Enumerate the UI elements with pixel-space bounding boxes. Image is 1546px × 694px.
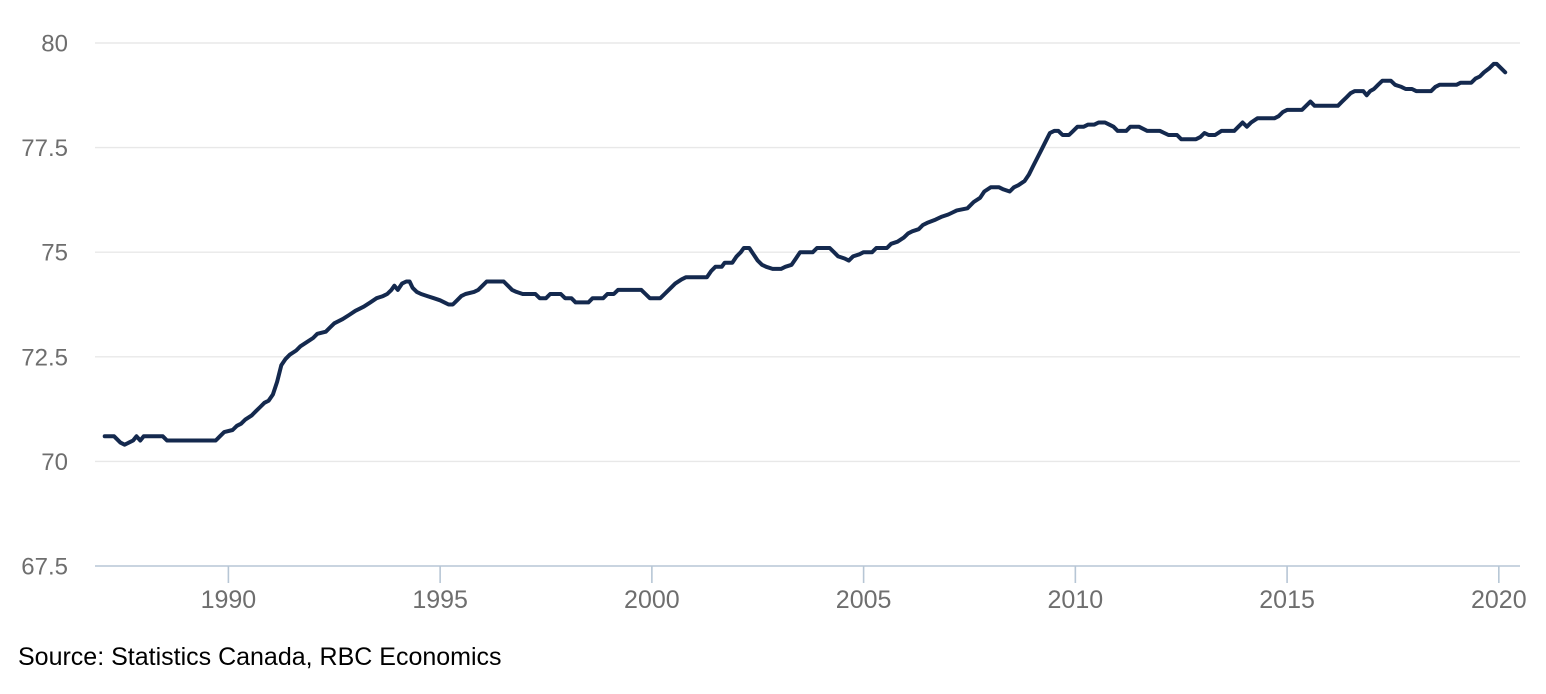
y-axis-label: 75 xyxy=(41,240,68,267)
x-axis xyxy=(95,565,1520,583)
chart-area: 67.5 70 72.5 75 77.5 80 1990 1995 2000 2005 2010 2… xyxy=(21,31,1527,615)
line-chart: 67.5 70 72.5 75 77.5 80 1990 1995 2000 2005 2010 2… xyxy=(21,31,1527,615)
x-axis-label: 2000 xyxy=(624,586,680,614)
x-axis-label: 1990 xyxy=(201,586,257,614)
y-axis-label: 67.5 xyxy=(21,554,68,581)
y-axis-labels: 67.5 70 72.5 75 77.5 80 xyxy=(21,31,68,581)
x-axis-label: 1995 xyxy=(412,586,468,614)
y-axis-label: 72.5 xyxy=(21,344,68,371)
y-axis-label: 80 xyxy=(41,31,68,58)
x-axis-label: 2020 xyxy=(1471,586,1527,614)
x-axis-label: 2005 xyxy=(836,586,892,614)
y-axis-label: 70 xyxy=(41,449,68,476)
y-axis-label: 77.5 xyxy=(21,135,68,162)
data-series-line xyxy=(102,61,1508,447)
x-axis-labels: 1990 1995 2000 2005 2010 2015 2020 xyxy=(201,586,1527,614)
source-note: Source: Statistics Canada, RBC Economics xyxy=(18,643,502,671)
x-axis-label: 2010 xyxy=(1048,586,1104,614)
x-axis-label: 2015 xyxy=(1259,586,1315,614)
